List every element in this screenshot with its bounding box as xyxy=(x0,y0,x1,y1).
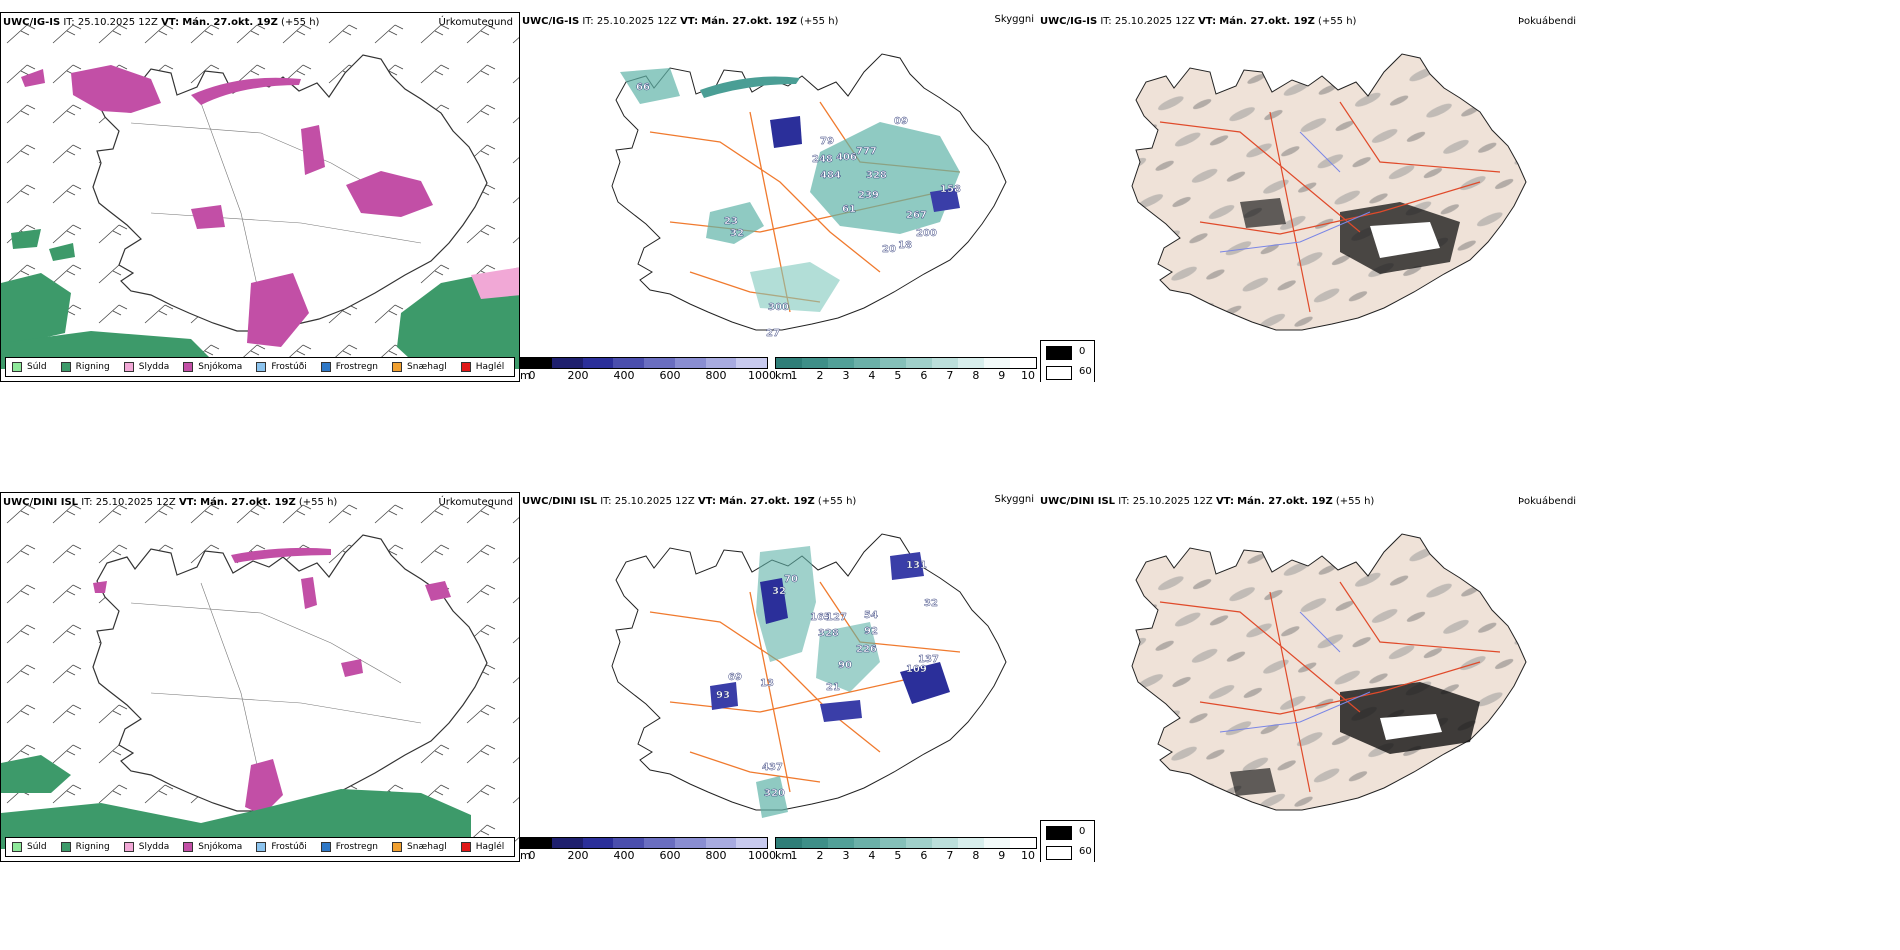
visibility-title: Skyggni xyxy=(994,494,1034,505)
legend-snow: Snjókoma xyxy=(183,362,242,372)
svg-text:267: 267 xyxy=(906,210,927,221)
precip-map xyxy=(1,493,519,861)
legend-freezing-drizzle: Frostúði xyxy=(256,362,307,372)
svg-text:54: 54 xyxy=(864,610,878,621)
svg-text:79: 79 xyxy=(820,136,834,147)
precip-title: Úrkomutegund xyxy=(438,497,513,508)
panel-header: UWC/IG-IS IT: 25.10.2025 12Z VT: Mán. 27… xyxy=(1040,16,1357,27)
panel-header: UWC/DINI ISL IT: 25.10.2025 12Z VT: Mán.… xyxy=(1040,496,1375,507)
svg-text:127: 127 xyxy=(826,612,847,623)
svg-text:131: 131 xyxy=(906,560,927,571)
fog-legend: 0 60 xyxy=(1040,820,1095,862)
fog-panel: UWC/DINI ISL IT: 25.10.2025 12Z VT: Mán.… xyxy=(1040,492,1900,862)
precip-legend: Súld Rigning Slydda Snjókoma Frostúði Fr… xyxy=(5,837,515,857)
svg-text:61: 61 xyxy=(842,204,856,215)
svg-text:320: 320 xyxy=(764,788,785,799)
svg-text:239: 239 xyxy=(858,190,879,201)
svg-text:09: 09 xyxy=(894,116,908,127)
visibility-colorbar xyxy=(775,357,1037,369)
svg-text:27: 27 xyxy=(766,328,780,339)
svg-text:90: 90 xyxy=(838,660,852,671)
svg-text:137: 137 xyxy=(918,654,939,665)
cloud-base-labels: 66 79 777 248 406 484 328 239 61 267 200… xyxy=(636,82,961,339)
fog-panel: UWC/IG-IS IT: 25.10.2025 12Z VT: Mán. 27… xyxy=(1040,12,1900,382)
svg-text:328: 328 xyxy=(818,628,839,639)
visibility-panel: UWC/IG-IS IT: 25.10.2025 12Z VT: Mán. 27… xyxy=(520,12,1040,382)
fog-map xyxy=(1131,53,1527,331)
fog-title: Þokuábendi xyxy=(1518,16,1577,27)
svg-text:32: 32 xyxy=(772,586,786,597)
panel-header: UWC/IG-IS IT: 25.10.2025 12Z VT: Mán. 27… xyxy=(522,16,839,27)
svg-text:248: 248 xyxy=(812,154,833,165)
fog-legend: 0 60 xyxy=(1040,340,1095,382)
legend-sleet: Slydda xyxy=(123,842,169,852)
precip-legend: Súld Rigning Slydda Snjókoma Frostúði Fr… xyxy=(5,357,515,377)
legend-freezing-rain: Frostregn xyxy=(320,842,378,852)
svg-text:777: 777 xyxy=(856,146,877,157)
legend-snow: Snjókoma xyxy=(183,842,242,852)
visibility-title: Skyggni xyxy=(994,14,1034,25)
panel-header: UWC/DINI ISL IT: 25.10.2025 12Z VT: Mán.… xyxy=(522,496,857,507)
legend-freezing-rain: Frostregn xyxy=(320,362,378,372)
cloud-base-labels: 32 70 165 127 328 54 92 226 90 21 13 109… xyxy=(716,560,939,799)
legend-graupel: Snæhagl xyxy=(392,362,447,372)
legend-sleet: Slydda xyxy=(123,362,169,372)
legend-rain: Rigning xyxy=(60,842,110,852)
svg-text:93: 93 xyxy=(716,690,730,701)
visibility-unit: km xyxy=(775,369,793,382)
precip-title: Úrkomutegund xyxy=(438,17,513,28)
fog-map xyxy=(1131,533,1527,811)
svg-text:32: 32 xyxy=(924,598,938,609)
svg-text:69: 69 xyxy=(728,672,742,683)
visibility-unit: km xyxy=(775,849,793,862)
svg-text:13: 13 xyxy=(760,678,774,689)
legend-hail: Haglél xyxy=(460,362,504,372)
svg-text:109: 109 xyxy=(906,664,927,675)
cloud-base-colorbar xyxy=(520,837,768,849)
fog-title: Þokuábendi xyxy=(1518,496,1577,507)
legend-graupel: Snæhagl xyxy=(392,842,447,852)
svg-text:300: 300 xyxy=(768,302,789,313)
svg-text:92: 92 xyxy=(864,626,878,637)
visibility-panel: UWC/DINI ISL IT: 25.10.2025 12Z VT: Mán.… xyxy=(520,492,1040,862)
visibility-colorbar xyxy=(775,837,1037,849)
svg-text:200: 200 xyxy=(916,228,937,239)
svg-text:406: 406 xyxy=(836,152,857,163)
precip-type-panel: UWC/IG-IS IT: 25.10.2025 12Z VT: Mán. 27… xyxy=(0,12,520,382)
panel-header: UWC/DINI ISL IT: 25.10.2025 12Z VT: Mán.… xyxy=(3,497,338,508)
legend-rain: Rigning xyxy=(60,362,110,372)
svg-text:158: 158 xyxy=(940,184,961,195)
legend-drizzle: Súld xyxy=(12,362,47,372)
cloud-base-colorbar xyxy=(520,357,768,369)
legend-hail: Haglél xyxy=(460,842,504,852)
svg-text:226: 226 xyxy=(856,644,877,655)
panel-header: UWC/IG-IS IT: 25.10.2025 12Z VT: Mán. 27… xyxy=(3,17,320,28)
svg-text:437: 437 xyxy=(762,762,783,773)
svg-text:20: 20 xyxy=(882,244,896,255)
cloud-base-unit: m xyxy=(520,369,531,382)
precip-map xyxy=(1,13,519,381)
svg-text:18: 18 xyxy=(898,240,912,251)
svg-text:328: 328 xyxy=(866,170,887,181)
visibility-map: 66 79 777 248 406 484 328 239 61 267 200… xyxy=(611,53,1007,339)
svg-text:165: 165 xyxy=(810,612,831,623)
visibility-map: 32 70 165 127 328 54 92 226 90 21 13 109… xyxy=(611,533,1007,818)
svg-text:23: 23 xyxy=(724,216,738,227)
precip-type-panel: UWC/DINI ISL IT: 25.10.2025 12Z VT: Mán.… xyxy=(0,492,520,862)
svg-text:66: 66 xyxy=(636,82,650,93)
legend-drizzle: Súld xyxy=(12,842,47,852)
svg-text:70: 70 xyxy=(784,574,798,585)
legend-freezing-drizzle: Frostúði xyxy=(256,842,307,852)
svg-text:21: 21 xyxy=(826,682,840,693)
cloud-base-unit: m xyxy=(520,849,531,862)
svg-text:32: 32 xyxy=(730,228,744,239)
svg-text:484: 484 xyxy=(820,170,841,181)
